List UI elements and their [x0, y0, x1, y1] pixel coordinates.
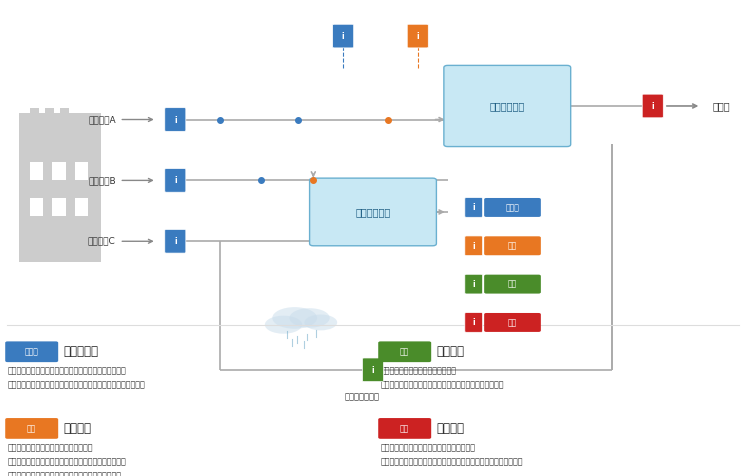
Text: ・処理設備の急濃な負荷変動を防止し運転コストの軽減: ・処理設備の急濃な負荷変動を防止し運転コストの軽減 [7, 457, 126, 466]
Text: ・発生源からの有機物変化を特定することで漏洎の監視: ・発生源からの有機物変化を特定することで漏洎の監視 [7, 366, 126, 375]
Text: i: i [174, 237, 177, 246]
Text: 運転: 運転 [508, 241, 517, 250]
Text: i: i [472, 242, 475, 251]
Ellipse shape [289, 308, 330, 327]
Text: プラントC: プラントC [88, 237, 116, 246]
Bar [75, 198, 88, 217]
Text: 発生源: 発生源 [506, 203, 519, 212]
FancyBboxPatch shape [19, 113, 101, 262]
Text: i: i [472, 280, 475, 289]
FancyBboxPatch shape [165, 169, 186, 192]
FancyBboxPatch shape [165, 229, 186, 253]
Text: プラントA: プラントA [88, 115, 116, 124]
Ellipse shape [265, 316, 302, 334]
Text: ・濃厚排水液等の一般排水への漏洎防止: ・濃厚排水液等の一般排水への漏洎防止 [7, 443, 93, 452]
FancyBboxPatch shape [60, 108, 69, 135]
Bar [30, 162, 43, 180]
Text: ・曙気量、薬液添加量の制御による運転管理の最適化: ・曙気量、薬液添加量の制御による運転管理の最適化 [7, 472, 122, 476]
FancyBboxPatch shape [465, 198, 483, 217]
Text: i: i [472, 318, 475, 327]
Text: 雨水: 雨水 [508, 279, 517, 288]
Text: ・プラントからの排水濃度を管理することで水質事故の未然防止: ・プラントからの排水濃度を管理することで水質事故の未然防止 [7, 381, 145, 390]
FancyBboxPatch shape [642, 94, 663, 118]
Text: i: i [472, 203, 475, 212]
Text: 運転: 運転 [27, 424, 37, 433]
Text: 濃厚排水処理: 濃厚排水処理 [355, 207, 391, 217]
FancyBboxPatch shape [444, 65, 571, 147]
Bar [52, 198, 66, 217]
Text: 放流: 放流 [508, 318, 517, 327]
FancyBboxPatch shape [45, 108, 54, 135]
Text: ・雨水への有機物漏洎も早期に発見: ・雨水への有機物漏洎も早期に発見 [380, 366, 457, 375]
FancyBboxPatch shape [484, 275, 541, 294]
Ellipse shape [272, 307, 317, 329]
Bar [75, 162, 88, 180]
FancyBboxPatch shape [378, 418, 431, 439]
FancyBboxPatch shape [484, 236, 541, 255]
Text: ・洗浄作業やバルブ閉め忘れ等による有機物の流入を検知: ・洗浄作業やバルブ閉め忘れ等による有機物の流入を検知 [380, 381, 504, 390]
Text: プラントB: プラントB [88, 176, 116, 185]
Bar [30, 198, 43, 217]
Text: 発生源対策: 発生源対策 [63, 345, 98, 358]
FancyBboxPatch shape [378, 341, 431, 362]
FancyBboxPatch shape [484, 313, 541, 332]
FancyBboxPatch shape [5, 418, 58, 439]
FancyBboxPatch shape [30, 108, 39, 135]
Bar [52, 162, 66, 180]
FancyBboxPatch shape [465, 274, 483, 294]
FancyBboxPatch shape [165, 108, 186, 131]
FancyBboxPatch shape [363, 358, 383, 382]
Text: i: i [174, 177, 177, 185]
Text: ・環境・社会活動（ＣＳＲ）の取り組み強化による環境負荷の軽減: ・環境・社会活動（ＣＳＲ）の取り組み強化による環境負荷の軽減 [380, 457, 523, 466]
FancyBboxPatch shape [465, 236, 483, 256]
Text: i: i [342, 32, 345, 41]
Text: 放流監視: 放流監視 [436, 422, 465, 435]
Text: i: i [416, 32, 419, 41]
FancyBboxPatch shape [407, 24, 428, 48]
FancyBboxPatch shape [5, 341, 58, 362]
Text: 生活排水／雨水: 生活排水／雨水 [345, 392, 379, 401]
FancyBboxPatch shape [465, 313, 483, 332]
Text: 一般排水処理: 一般排水処理 [489, 101, 525, 111]
Text: i: i [174, 116, 177, 125]
Text: i: i [651, 102, 654, 111]
FancyBboxPatch shape [333, 24, 354, 48]
Text: 雨水監視: 雨水監視 [436, 345, 465, 358]
Ellipse shape [304, 315, 337, 330]
Text: i: i [372, 366, 374, 375]
Text: 雨水: 雨水 [400, 347, 410, 356]
Text: 運転管理: 運転管理 [63, 422, 92, 435]
FancyBboxPatch shape [484, 198, 541, 217]
Text: 発生源: 発生源 [25, 347, 39, 356]
FancyBboxPatch shape [310, 178, 436, 246]
Text: ・水質総量規制など排水管理目的の常時監視: ・水質総量規制など排水管理目的の常時監視 [380, 443, 475, 452]
Text: 放流水: 放流水 [712, 101, 730, 111]
Text: 放流: 放流 [400, 424, 410, 433]
